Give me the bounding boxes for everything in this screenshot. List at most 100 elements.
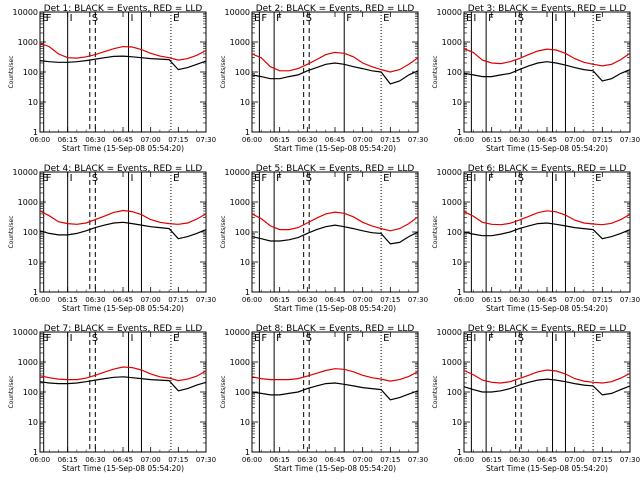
- y-axis-label: Counts/sec: [220, 375, 227, 408]
- event-marker-label: F: [261, 333, 267, 344]
- plot-frame: [39, 331, 207, 453]
- panel-title: Det 8: BLACK = Events, RED = LLD: [256, 324, 415, 334]
- y-tick-label: 1: [245, 288, 250, 297]
- y-tick-label: 10000: [13, 168, 38, 177]
- lld-series-line: [463, 369, 631, 384]
- event-marker-label: F: [488, 173, 494, 184]
- panel-title: Det 3: BLACK = Events, RED = LLD: [468, 4, 627, 14]
- x-tick-label: 07:15: [168, 296, 188, 304]
- y-tick-label: 10000: [225, 328, 250, 337]
- event-marker-label: S: [518, 173, 524, 184]
- events-series-line: [463, 222, 631, 240]
- y-tick-label: 10000: [13, 8, 38, 17]
- plot-frame: [251, 11, 419, 133]
- y-axis-label: Counts/sec: [220, 55, 227, 88]
- event-marker-label: E: [173, 13, 179, 24]
- event-marker-label: S: [518, 333, 524, 344]
- event-marker-label: S: [306, 13, 312, 24]
- y-tick-label: 10000: [225, 168, 250, 177]
- y-tick-label: 1: [33, 288, 38, 297]
- event-marker-label: E: [383, 13, 389, 24]
- x-tick-label: 06:15: [482, 456, 502, 464]
- x-tick-label: 07:00: [141, 296, 161, 304]
- event-marker-label: E: [173, 333, 179, 344]
- lld-series-line: [39, 42, 207, 61]
- plot-frame: [39, 11, 207, 133]
- x-tick-label: 07:30: [620, 136, 640, 144]
- y-tick-label: 1: [457, 128, 462, 137]
- x-tick-label: 07:00: [353, 296, 373, 304]
- x-tick-label: 06:45: [113, 296, 133, 304]
- x-tick-label: 06:30: [509, 136, 529, 144]
- y-axis-label: Counts/sec: [432, 55, 439, 88]
- event-marker-label: E: [383, 173, 389, 184]
- y-tick-label: 10000: [225, 8, 250, 17]
- x-tick-label: 07:30: [196, 136, 216, 144]
- x-tick-label: 06:15: [58, 136, 78, 144]
- x-tick-label: 06:30: [509, 456, 529, 464]
- y-tick-label: 10000: [437, 328, 462, 337]
- x-tick-label: 06:30: [509, 296, 529, 304]
- y-tick-label: 10000: [13, 328, 38, 337]
- plot-frame: [463, 171, 631, 293]
- events-series-line: [251, 62, 419, 85]
- x-tick-label: 06:15: [270, 136, 290, 144]
- y-tick-label: 1: [33, 128, 38, 137]
- x-tick-label: 07:00: [565, 136, 585, 144]
- y-tick-label: 1: [457, 288, 462, 297]
- y-axis-label: Counts/sec: [8, 215, 15, 248]
- detector-panel: Det 9: BLACK = Events, RED = LLD 1 10 100 10…: [432, 324, 640, 473]
- x-tick-label: 07:30: [408, 136, 428, 144]
- x-tick-label: 07:30: [620, 296, 640, 304]
- x-tick-label: 06:00: [30, 456, 50, 464]
- y-tick-label: 100: [235, 68, 250, 77]
- y-tick-label: 10000: [437, 168, 462, 177]
- x-tick-label: 06:00: [454, 296, 474, 304]
- y-tick-label: 1000: [230, 198, 250, 207]
- y-tick-label: 10000: [437, 8, 462, 17]
- x-tick-label: 06:00: [454, 456, 474, 464]
- x-tick-label: 07:00: [565, 456, 585, 464]
- event-marker-label: E: [595, 13, 601, 24]
- event-marker-label: F: [46, 173, 52, 184]
- event-marker-label: I: [70, 333, 73, 344]
- y-tick-label: 100: [235, 388, 250, 397]
- y-tick-label: 100: [447, 228, 462, 237]
- x-tick-label: 06:00: [30, 136, 50, 144]
- x-axis-label: Start Time (15-Sep-08 05:54:20): [486, 144, 608, 153]
- events-series-line: [39, 55, 207, 71]
- event-marker-label: S: [306, 173, 312, 184]
- x-tick-label: 07:30: [196, 456, 216, 464]
- panel-title: Det 7: BLACK = Events, RED = LLD: [44, 324, 203, 334]
- panel-title: Det 9: BLACK = Events, RED = LLD: [468, 324, 627, 334]
- y-tick-label: 10: [452, 418, 462, 427]
- event-marker-label: E: [595, 173, 601, 184]
- x-tick-label: 06:00: [454, 136, 474, 144]
- x-tick-label: 07:30: [196, 296, 216, 304]
- y-tick-label: 1000: [442, 198, 462, 207]
- x-tick-label: 06:30: [85, 136, 105, 144]
- x-tick-label: 07:00: [353, 136, 373, 144]
- x-tick-label: 07:15: [168, 136, 188, 144]
- event-marker-label: F: [261, 173, 267, 184]
- y-axis-label: Counts/sec: [432, 375, 439, 408]
- panel-title: Det 5: BLACK = Events, RED = LLD: [256, 164, 415, 174]
- y-axis-label: Counts/sec: [220, 215, 227, 248]
- x-axis-label: Start Time (15-Sep-08 05:54:20): [274, 144, 396, 153]
- event-marker-label: I: [473, 13, 476, 24]
- plot-frame: [251, 331, 419, 453]
- event-marker-label: I: [131, 13, 134, 24]
- event-marker-label: F: [261, 13, 267, 24]
- detector-panel: Det 6: BLACK = Events, RED = LLD 1 10 100 10…: [432, 164, 640, 313]
- event-marker-label: I: [473, 173, 476, 184]
- event-marker-label: E: [383, 333, 389, 344]
- x-axis-label: Start Time (15-Sep-08 05:54:20): [486, 304, 608, 313]
- x-tick-label: 06:45: [325, 136, 345, 144]
- event-marker-label: S: [518, 13, 524, 24]
- events-series-line: [463, 378, 631, 396]
- x-tick-label: 06:00: [30, 296, 50, 304]
- x-tick-label: 07:00: [565, 296, 585, 304]
- event-marker-label: I: [473, 333, 476, 344]
- x-tick-label: 06:45: [325, 456, 345, 464]
